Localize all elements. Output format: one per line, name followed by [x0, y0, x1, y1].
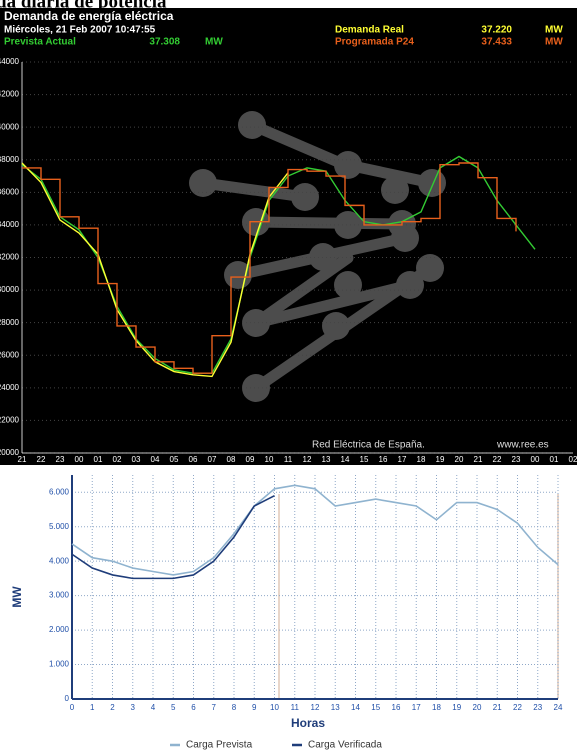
- top-panel: [0, 8, 577, 465]
- y-tick-label: 20000: [0, 448, 20, 457]
- x-tick-label: 12: [311, 703, 320, 712]
- x-tick-label: 03: [132, 455, 141, 464]
- y-tick-label: 22000: [0, 416, 20, 425]
- readout-value: 37.220: [481, 25, 512, 36]
- x-tick-label: 19: [452, 703, 461, 712]
- legend-label: Carga Verificada: [308, 740, 382, 751]
- x-tick-label: 18: [432, 703, 441, 712]
- y-tick-label: 30000: [0, 285, 20, 294]
- x-tick-label: 11: [291, 703, 300, 712]
- readout-value: 37.433: [481, 37, 512, 48]
- x-tick-label: 04: [151, 455, 160, 464]
- readout-unit: MW: [545, 37, 563, 48]
- y-tick-label: 44000: [0, 57, 20, 66]
- legend-label: Prevista Actual: [4, 37, 76, 48]
- y-tick-label: 3.000: [49, 591, 70, 600]
- y-axis-label: MW: [10, 586, 24, 608]
- x-tick-label: 18: [417, 455, 426, 464]
- x-tick-label: 06: [189, 455, 198, 464]
- legend-label: Carga Prevista: [186, 740, 253, 751]
- x-tick-label: 21: [18, 455, 27, 464]
- y-tick-label: 24000: [0, 383, 20, 392]
- x-tick-label: 22: [513, 703, 522, 712]
- series-line: [22, 162, 517, 374]
- x-tick-label: 0: [70, 703, 75, 712]
- y-tick-label: 6.000: [49, 487, 70, 496]
- x-tick-label: 17: [412, 703, 421, 712]
- legend-label: Demanda Real: [335, 25, 404, 36]
- y-tick-label: 34000: [0, 220, 20, 229]
- x-tick-label: 8: [232, 703, 237, 712]
- x-tick-label: 23: [533, 703, 542, 712]
- x-tick-label: 00: [75, 455, 84, 464]
- x-tick-label: 16: [392, 703, 401, 712]
- x-tick-label: 15: [360, 455, 369, 464]
- y-tick-label: 28000: [0, 318, 20, 327]
- x-tick-label: 22: [493, 455, 502, 464]
- x-tick-label: 17: [398, 455, 407, 464]
- x-tick-label: 22: [37, 455, 46, 464]
- y-tick-label: 1.000: [49, 660, 70, 669]
- x-tick-label: 20: [473, 703, 482, 712]
- y-tick-label: 5.000: [49, 522, 70, 531]
- x-tick-label: 02: [569, 455, 577, 464]
- x-tick-label: 09: [246, 455, 255, 464]
- chart-subtitle: Miércoles, 21 Feb 2007 10:47:55: [4, 25, 156, 36]
- x-tick-label: 01: [550, 455, 559, 464]
- x-tick-label: 13: [322, 455, 331, 464]
- x-tick-label: 10: [270, 703, 279, 712]
- y-tick-label: 32000: [0, 253, 20, 262]
- series-line: [71, 494, 275, 580]
- y-tick-label: 40000: [0, 122, 20, 131]
- x-tick-label: 5: [171, 703, 176, 712]
- y-tick-label: 0: [65, 694, 70, 703]
- x-tick-label: 9: [252, 703, 257, 712]
- x-tick-label: 10: [265, 455, 274, 464]
- watermark-url: www.ree.es: [496, 440, 549, 451]
- x-tick-label: 4: [151, 703, 156, 712]
- x-tick-label: 14: [341, 455, 350, 464]
- series-line: [71, 484, 559, 576]
- x-tick-label: 00: [531, 455, 540, 464]
- x-tick-label: 23: [512, 455, 521, 464]
- x-tick-label: 20: [455, 455, 464, 464]
- readout-unit: MW: [545, 25, 563, 36]
- x-tick-label: 1: [90, 703, 95, 712]
- x-tick-label: 15: [371, 703, 380, 712]
- x-tick-label: 01: [94, 455, 103, 464]
- x-tick-label: 08: [227, 455, 236, 464]
- readout-value: 37.308: [149, 37, 180, 48]
- x-axis-label: Horas: [291, 716, 325, 730]
- y-tick-label: 38000: [0, 155, 20, 164]
- x-tick-label: 2: [110, 703, 115, 712]
- x-tick-label: 21: [493, 703, 502, 712]
- x-tick-label: 3: [131, 703, 136, 712]
- x-tick-label: 16: [379, 455, 388, 464]
- x-tick-label: 02: [113, 455, 122, 464]
- y-tick-label: 2.000: [49, 625, 70, 634]
- readout-unit: MW: [205, 37, 223, 48]
- y-tick-label: 4.000: [49, 556, 70, 565]
- watermark-text: Red Eléctrica de España.: [312, 440, 425, 451]
- x-tick-label: 24: [554, 703, 563, 712]
- chart-title: Demanda de energía eléctrica: [4, 9, 174, 23]
- x-tick-label: 13: [331, 703, 340, 712]
- x-tick-label: 23: [56, 455, 65, 464]
- x-tick-label: 14: [351, 703, 360, 712]
- y-tick-label: 42000: [0, 90, 20, 99]
- x-tick-label: 07: [208, 455, 217, 464]
- x-tick-label: 19: [436, 455, 445, 464]
- x-tick-label: 7: [212, 703, 217, 712]
- x-tick-label: 05: [170, 455, 179, 464]
- x-tick-label: 11: [284, 455, 293, 464]
- x-tick-label: 12: [303, 455, 312, 464]
- x-tick-label: 21: [474, 455, 483, 464]
- y-tick-label: 36000: [0, 187, 20, 196]
- legend-label: Programada P24: [335, 37, 414, 48]
- y-tick-label: 26000: [0, 350, 20, 359]
- x-tick-label: 6: [191, 703, 196, 712]
